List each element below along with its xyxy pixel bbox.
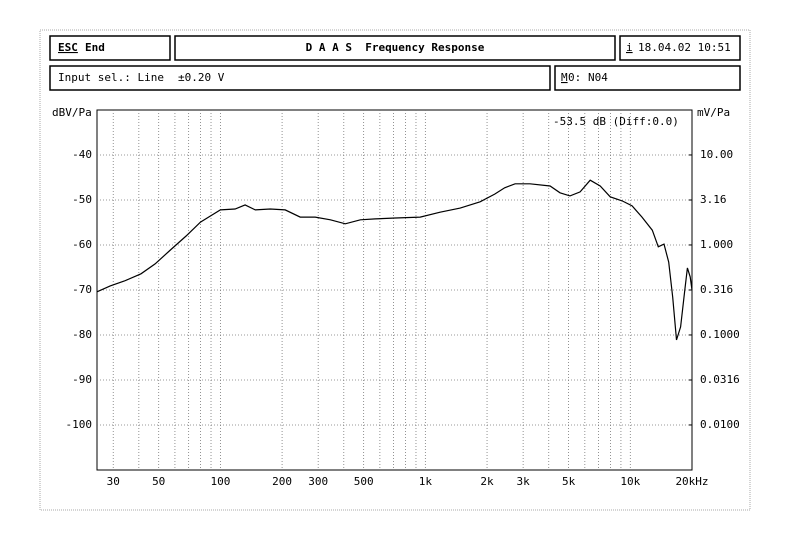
- y-tick-label: -40: [72, 148, 92, 161]
- y-tick-label: -90: [72, 373, 92, 386]
- y2-tick-label: 3.16: [700, 193, 727, 206]
- esc-box[interactable]: [49, 35, 171, 61]
- info-key[interactable]: i: [626, 41, 633, 54]
- y2-tick-label: 10.00: [700, 148, 733, 161]
- y-tick-label: -60: [72, 238, 92, 251]
- esc-label[interactable]: End: [85, 41, 105, 54]
- y2-tick-label: 1.000: [700, 238, 733, 251]
- y-axis-label: dBV/Pa: [52, 106, 92, 119]
- info-box[interactable]: [619, 35, 741, 61]
- memory-key[interactable]: M: [561, 71, 568, 84]
- y2-tick-label: 0.0100: [700, 418, 740, 431]
- input-box: [49, 65, 551, 91]
- datetime: 18.04.02 10:51: [638, 41, 731, 54]
- x-tick-label: 20kHz: [675, 475, 708, 488]
- x-tick-label: 10k: [620, 475, 640, 488]
- x-tick-label: 500: [354, 475, 374, 488]
- response-curve: [96, 179, 693, 341]
- y-tick-label: -50: [72, 193, 92, 206]
- esc-key[interactable]: ESC: [58, 41, 78, 54]
- memory-value: N04: [588, 71, 608, 84]
- y-tick-label: -70: [72, 283, 92, 296]
- x-tick-label: 100: [210, 475, 230, 488]
- y-tick-label: -80: [72, 328, 92, 341]
- x-tick-label: 1k: [419, 475, 433, 488]
- x-tick-label: 30: [107, 475, 120, 488]
- memory-box[interactable]: [554, 65, 741, 91]
- y2-tick-label: 0.1000: [700, 328, 740, 341]
- memory-key-rest: 0:: [568, 71, 581, 84]
- annotation: -53.5 dB (Diff:0.0): [553, 115, 679, 128]
- y2-tick-label: 0.0316: [700, 373, 740, 386]
- title-box: [174, 35, 616, 61]
- x-tick-label: 300: [308, 475, 328, 488]
- x-tick-label: 200: [272, 475, 292, 488]
- input-voltage: ±0.20 V: [178, 71, 225, 84]
- x-tick-label: 5k: [562, 475, 576, 488]
- x-tick-label: 2k: [480, 475, 494, 488]
- x-tick-label: 50: [152, 475, 165, 488]
- x-tick-label: 3k: [517, 475, 531, 488]
- y2-axis-label: mV/Pa: [697, 106, 730, 119]
- y2-tick-label: 0.316: [700, 283, 733, 296]
- window-frame: [39, 29, 751, 511]
- input-select: Input sel.: Line: [58, 71, 164, 84]
- y-tick-label: -100: [66, 418, 93, 431]
- title: D A A S Frequency Response: [306, 41, 485, 54]
